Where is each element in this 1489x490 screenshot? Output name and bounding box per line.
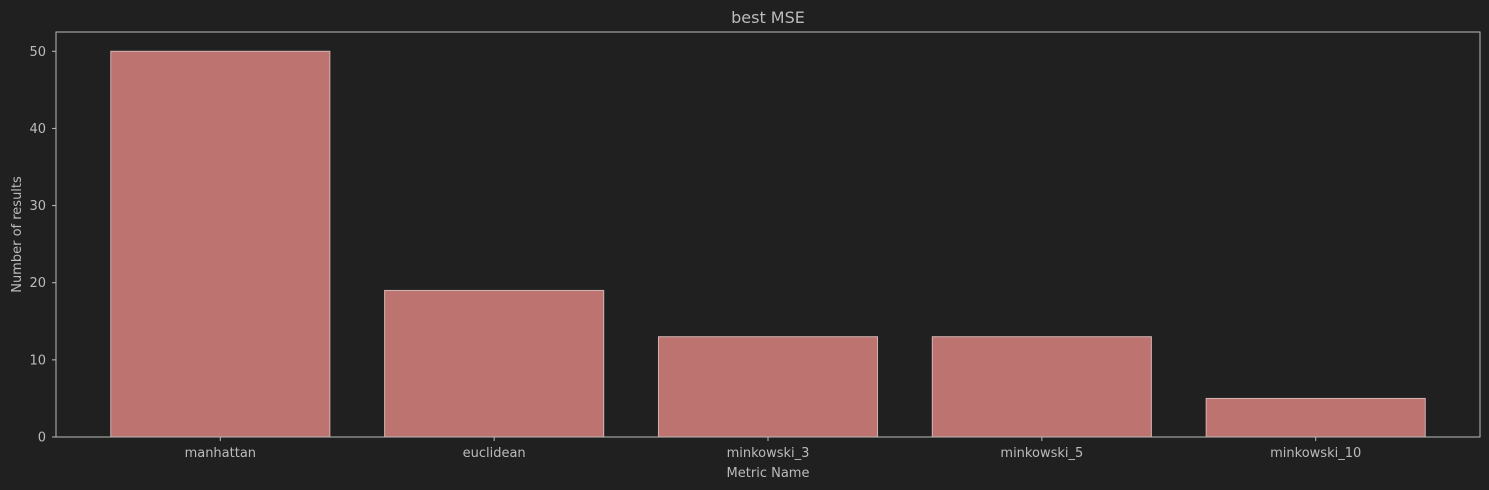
bars-group <box>110 50 1426 438</box>
bar-minkowski_10 <box>1205 397 1426 438</box>
y-axis-ticks: 0 10 20 30 40 50 <box>29 45 56 446</box>
bar-manhattan <box>110 50 331 438</box>
x-tick-label: minkowski_3 <box>727 446 810 461</box>
y-tick-label: 40 <box>29 122 46 137</box>
y-axis-label: Number of results <box>10 176 25 293</box>
x-axis-ticks: manhattan euclidean minkowski_3 minkowski_5… <box>185 437 1361 461</box>
y-tick-label: 20 <box>29 276 46 291</box>
x-axis-label: Metric Name <box>727 466 810 481</box>
y-tick-label: 0 <box>38 431 46 446</box>
x-tick-label: manhattan <box>185 446 256 461</box>
x-tick-label: minkowski_10 <box>1270 446 1361 461</box>
bar-minkowski_5 <box>931 336 1152 438</box>
bar-euclidean <box>384 289 605 438</box>
bar-minkowski_3 <box>657 336 879 438</box>
y-tick-label: 30 <box>29 199 46 214</box>
y-tick-label: 10 <box>29 353 46 368</box>
chart-title: best MSE <box>731 8 805 27</box>
y-tick-label: 50 <box>29 45 46 60</box>
x-tick-label: euclidean <box>463 446 526 461</box>
x-tick-label: minkowski_5 <box>1000 446 1083 461</box>
